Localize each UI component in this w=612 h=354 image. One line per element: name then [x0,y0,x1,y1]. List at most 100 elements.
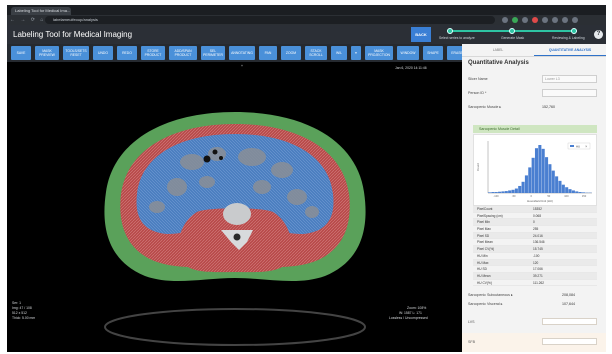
stats-value: 15352 [533,207,542,211]
toolbar-button[interactable]: SEL PERIMETER [201,46,225,60]
toolbar-button[interactable]: WINDOW [397,46,419,60]
lvs-row: LVS [468,318,600,326]
extension-icon[interactable] [522,17,528,23]
profile-icon[interactable] [562,17,568,23]
toolbar-button[interactable]: REDO [117,46,137,60]
app-title: Labeling Tool for Medical Imaging [13,30,133,39]
lvs-input[interactable] [542,318,597,325]
stats-row: HU Mean 39.271 [473,272,597,280]
back-button[interactable]: BACK [411,27,431,42]
extension-icon[interactable] [532,17,538,23]
stats-label: Pixel Max [477,227,491,232]
window-level-readout: W: 1587 L: 171 [399,311,422,315]
stats-label: HU Max [477,260,489,265]
url-input[interactable]: labelameuifeoup/analysis [45,16,495,24]
step-dot[interactable] [509,28,515,34]
histogram-bar [501,191,505,193]
toolbar-button[interactable]: STORE PRODUCT [141,46,165,60]
stats-row: HU Max 120 [473,259,597,267]
x-tick-label: 0 [530,194,532,198]
extension-icon[interactable] [512,17,518,23]
toolbar-button[interactable]: MASK PREVIEW [35,46,59,60]
tab-quantitative-analysis[interactable]: QUANTITATIVE ANALYSIS [534,44,606,56]
stats-row: Pixel CV(%) 15.745 [473,246,597,253]
histogram-bar [518,185,522,193]
extension-icon[interactable] [542,17,548,23]
browser-tab[interactable]: Labeling Tool for Medical Ima... [11,7,71,15]
x-tick-label: 50 [547,194,550,198]
study-timestamp: Jan 6, 2020 14:11:46 [395,66,427,70]
ct-viewer[interactable]: + Jan 6, 2020 14:11:46 Ser: 1 Img: 47 / … [7,62,462,352]
toolbar-button[interactable]: STACK SCROLL [305,46,327,60]
toolbar-button[interactable]: ADD/SPAN PRODUCT [169,46,197,60]
person-id-input[interactable] [542,89,597,97]
legend-box [567,142,591,150]
extension-icon[interactable] [502,17,508,23]
sfb-input[interactable] [542,338,597,345]
analysis-panel: LABEL QUANTITATIVE ANALYSIS Quantitative… [462,44,606,352]
toolbar-button[interactable]: TOOLS/SETS RESET [63,46,89,60]
histogram-bar [504,191,508,193]
histogram-bar [534,148,539,193]
histogram-bar [561,184,565,193]
histogram-bar [508,190,512,193]
histogram-bar [494,192,498,193]
close-icon[interactable]: ✕ [585,145,588,149]
stats-label: HU Min [477,253,488,258]
browser-nav-icons[interactable]: ← → ⟳ ⌂ [10,17,46,23]
help-icon[interactable]: ? [594,30,603,39]
stats-row: Pixel Max 255 [473,226,597,233]
stats-row: Pixel Mean 136.546 [473,239,597,247]
subcutaneous-row[interactable]: Sarcopenic Subcutaneous ▸ 208,084 [468,291,600,299]
histogram-bar [498,191,502,193]
toolbar-button[interactable]: ZOOM [281,46,301,60]
histogram-bar [528,167,532,193]
person-id-row: Person ID * [468,88,600,98]
stats-label: PixelCount [477,207,493,211]
toolbar-button[interactable]: W/L [331,46,347,60]
zoom-readout: Zoom: 108% [407,306,427,310]
toolbar-button[interactable]: ▾ [351,46,361,60]
sfb-row: SFB [468,338,600,346]
stats-value: 17.066 [533,267,543,272]
toolbar-button[interactable]: MASK PROJECTION [365,46,393,60]
slicer-name-input[interactable]: Lower L3 [542,75,597,83]
step-dot[interactable] [571,28,577,34]
sarcopenic-muscle-row[interactable]: Sarcopenic Muscle ▸ 152,760 [468,102,600,112]
histogram-bar [555,176,559,193]
extension-icon[interactable] [552,17,558,23]
histogram-chart: -100 -50 0 50 100 150 Hounsfield Unit (HU) Coun… [476,141,592,203]
histogram-bar [511,189,515,193]
field-label: Sarcopenic Subcutaneous ▸ [468,293,513,297]
field-label: Person ID * [468,91,487,95]
toolbar-button[interactable]: ANNOTATING [229,46,255,60]
app-window: Labeling Tool for Medical Ima... ← → ⟳ ⌂… [7,5,606,352]
toolbar-button[interactable]: PAN [259,46,277,60]
series-info: Ser: 1 [12,301,22,305]
step-dot[interactable] [447,28,453,34]
stats-value: -100 [533,253,540,258]
histogram-bar [531,157,535,193]
x-tick-label: 150 [582,194,587,198]
toolbar-button[interactable]: UNDO [93,46,113,60]
x-tick-label: -100 [493,194,499,198]
histogram-bar [571,190,575,193]
browser-tabstrip: Labeling Tool for Medical Ima... [7,5,606,15]
menu-icon[interactable] [572,17,578,23]
field-label: SFB [468,340,475,344]
histogram-bar [514,188,518,193]
toolbar-button[interactable]: SHAPE [423,46,443,60]
stats-value: 255 [533,227,539,232]
ct-scan-image[interactable] [7,62,462,352]
visceral-row[interactable]: Sarcopenic Visceral ▸ 107,644 [468,300,600,308]
toolbar-button[interactable]: SAVE [11,46,31,60]
stats-table: PixelCount 15352 PixelSpacing (cm) 0.068 Pix… [473,206,597,287]
stats-value: 0 [533,220,535,225]
histogram-bar [581,192,585,193]
image-index: Img: 47 / 108 [12,306,32,310]
stats-value: 0.068 [533,213,541,218]
tab-label[interactable]: LABEL [492,48,504,52]
y-axis-label: Count [476,163,480,171]
step-label: Reviewing & Labeling [552,36,585,40]
stats-row: HU Min -100 [473,253,597,260]
